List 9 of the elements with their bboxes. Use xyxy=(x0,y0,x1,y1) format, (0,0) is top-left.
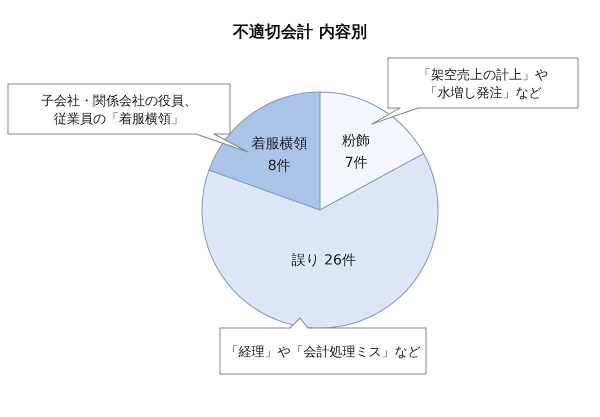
slice-label: 粉飾 xyxy=(342,133,370,150)
data-label: 7件 xyxy=(344,155,368,172)
slice-label: 誤り 26件 xyxy=(292,252,356,268)
text: 「経理」や「会計処理ミス」など xyxy=(226,345,420,360)
text: 「架空売上の計上」や「水増し発注」など xyxy=(418,68,548,101)
slice-label: 着服横領 xyxy=(251,136,308,152)
chart-title: 不適切会計 内容別 xyxy=(232,22,368,43)
data-label: 8件 xyxy=(268,158,291,174)
text: 子会社・関係会社の役員、従業員の「着服横領」 xyxy=(41,94,197,127)
